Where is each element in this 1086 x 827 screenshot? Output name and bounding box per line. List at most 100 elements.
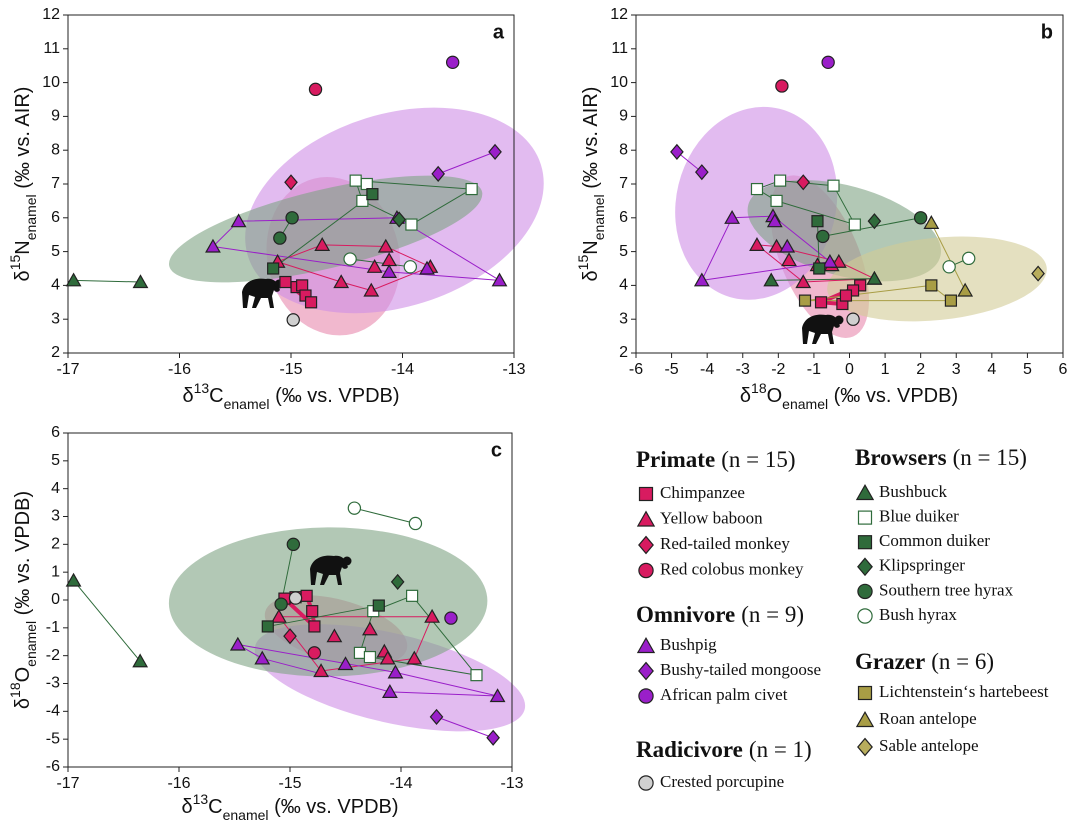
y-tick-label: 3 <box>51 508 60 525</box>
marker-circle <box>775 79 789 93</box>
marker-triangle <box>957 282 974 297</box>
marker-circle <box>638 562 654 579</box>
marker-triangle <box>855 710 875 728</box>
marker-circle <box>274 597 288 611</box>
marker-square <box>638 486 654 502</box>
legend-label: Chimpanzee <box>660 483 745 502</box>
legend-label: Blue duiker <box>879 507 959 526</box>
panel-label: b <box>1041 21 1053 43</box>
marker-circle <box>273 231 287 245</box>
axis-label: δ18Oenamel (‰ vs. VPDB) <box>740 380 958 412</box>
marker-triangle <box>366 258 383 273</box>
axis-label: δ15Nenamel (‰ vs. AIR) <box>7 87 39 282</box>
x-tick-label: -1 <box>807 361 821 378</box>
y-tick-label: 7 <box>619 175 628 192</box>
marker-square <box>406 589 419 602</box>
group-name: Primate <box>636 447 715 472</box>
marker-triangle <box>326 628 343 643</box>
marker-diamond <box>867 213 882 230</box>
marker-square <box>356 194 369 207</box>
marker-diamond <box>796 174 811 191</box>
label-unit: (‰ vs. VPDB) <box>828 385 958 407</box>
marker-triangle <box>270 608 287 623</box>
marker-triangle <box>779 238 796 253</box>
chimp-body <box>242 278 280 308</box>
legend-label: African palm civet <box>660 685 788 704</box>
x-tick-label: -16 <box>167 775 190 792</box>
marker-triangle <box>693 272 710 287</box>
x-tick-label: 1 <box>881 361 890 378</box>
y-tick-label: 2 <box>619 344 628 361</box>
y-tick-label: -5 <box>46 730 60 747</box>
group-name: Radicivore <box>636 737 743 762</box>
marker-square <box>349 174 362 187</box>
legend-label: Yellow baboon <box>660 508 763 527</box>
y-tick-label: 12 <box>42 6 60 23</box>
marker-circle <box>347 501 362 515</box>
marker-triangle <box>749 237 765 251</box>
marker-circle <box>308 82 323 97</box>
marker-diamond <box>638 535 654 555</box>
marker-diamond <box>1031 265 1045 282</box>
label-sub: enamel <box>223 807 269 823</box>
y-tick-label: 2 <box>51 536 60 553</box>
label-sup: 13 <box>193 791 209 807</box>
y-tick-label: 6 <box>51 424 60 441</box>
marker-circle <box>638 688 654 704</box>
legend-label: Bushbuck <box>879 482 948 501</box>
marker-square <box>363 650 377 664</box>
label-sup: 18 <box>751 380 767 396</box>
legend-label: Bush hyrax <box>879 605 957 624</box>
y-tick-label: -4 <box>46 703 60 720</box>
marker-square <box>267 262 280 275</box>
y-tick-label: 5 <box>51 452 60 469</box>
label-symbol: δ <box>181 796 192 818</box>
y-tick-label: 0 <box>51 591 60 608</box>
marker-square <box>360 177 373 191</box>
marker-triangle <box>230 213 247 228</box>
species-hull <box>237 644 499 697</box>
y-tick-label: 4 <box>51 480 60 497</box>
y-tick-label: 2 <box>51 344 60 361</box>
x-tick-label: -17 <box>56 361 79 378</box>
marker-triangle <box>379 650 396 665</box>
marker-triangle <box>768 238 785 253</box>
label-sub: enamel <box>23 194 39 240</box>
marker-triangle <box>763 272 780 287</box>
marker-circle <box>962 251 976 266</box>
marker-circle <box>942 260 956 274</box>
y-tick-label: 6 <box>51 209 60 226</box>
marker-square <box>770 194 783 207</box>
marker-triangle <box>636 510 656 527</box>
group-ellipse <box>168 527 488 677</box>
x-tick-label: -13 <box>500 775 523 792</box>
legend-label: Sable antelope <box>879 736 979 755</box>
legend-label: Roan antelope <box>879 709 977 728</box>
legend-label: Red colobus monkey <box>660 559 804 578</box>
y-tick-label: 8 <box>51 141 60 158</box>
marker-triangle <box>424 608 440 623</box>
label-sup: 18 <box>7 682 23 698</box>
marker-triangle <box>766 213 783 228</box>
marker-circle <box>445 55 460 70</box>
x-tick-label: 6 <box>1059 361 1068 378</box>
marker-square <box>304 296 318 309</box>
legend-group-title: Radicivore (n = 1) <box>636 737 812 762</box>
group-count: (n = 9) <box>741 602 804 627</box>
x-tick-label: -16 <box>168 361 191 378</box>
group-name: Browsers <box>855 445 947 470</box>
marker-square <box>405 218 418 231</box>
y-tick-label: 5 <box>619 243 628 260</box>
x-tick-label: 5 <box>1023 361 1032 378</box>
y-tick-label: -3 <box>46 675 60 692</box>
marker-triangle <box>724 209 740 224</box>
x-tick-label: -17 <box>56 775 79 792</box>
y-tick-label: 11 <box>43 40 60 57</box>
group-count: (n = 6) <box>931 649 994 674</box>
label-symbol: δ <box>12 270 34 281</box>
marker-square <box>372 599 385 612</box>
label-sub: enamel <box>224 396 270 412</box>
legend-label: Common duiker <box>879 531 990 550</box>
y-tick-label: -1 <box>46 619 60 636</box>
